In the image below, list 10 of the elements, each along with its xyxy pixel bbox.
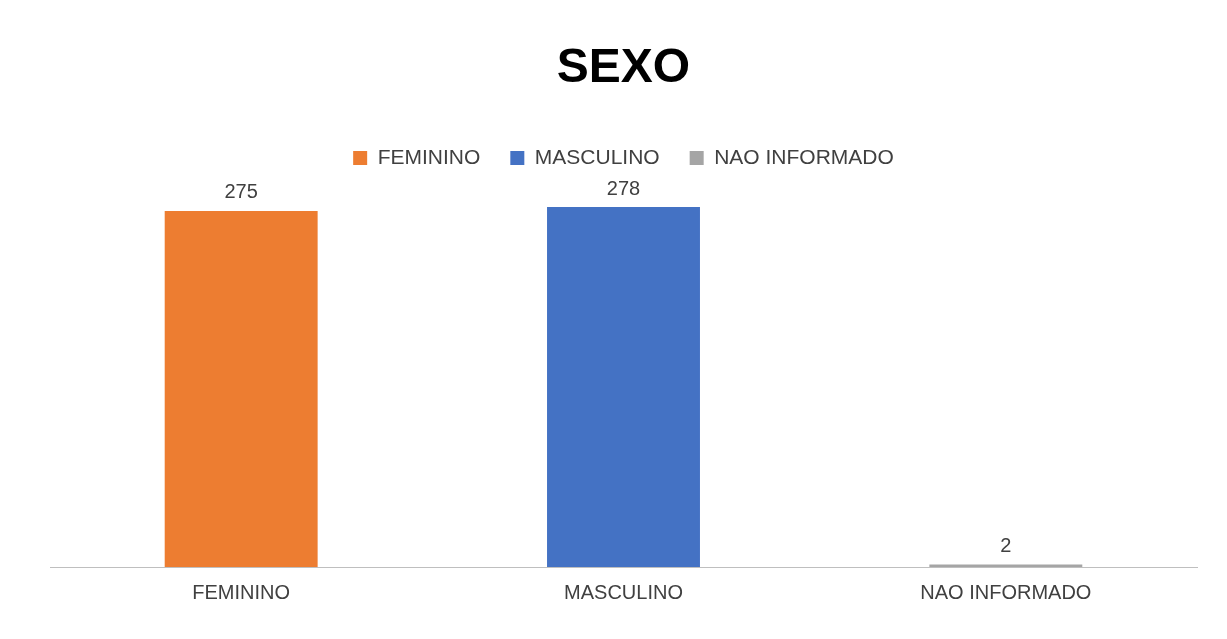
legend-label: NAO INFORMADO [714, 144, 894, 168]
chart-title: SEXO [556, 39, 691, 93]
data-label: 2 [1000, 533, 1012, 556]
data-label: 278 [606, 176, 641, 199]
x-tick-label: MASCULINO [564, 580, 683, 603]
data-label: 275 [224, 180, 258, 203]
x-tick-label: NAO INFORMADO [920, 580, 1092, 603]
legend-label: MASCULINO [534, 144, 660, 168]
x-tick-label: FEMININO [192, 580, 291, 603]
legend-label: FEMININO [377, 144, 481, 168]
